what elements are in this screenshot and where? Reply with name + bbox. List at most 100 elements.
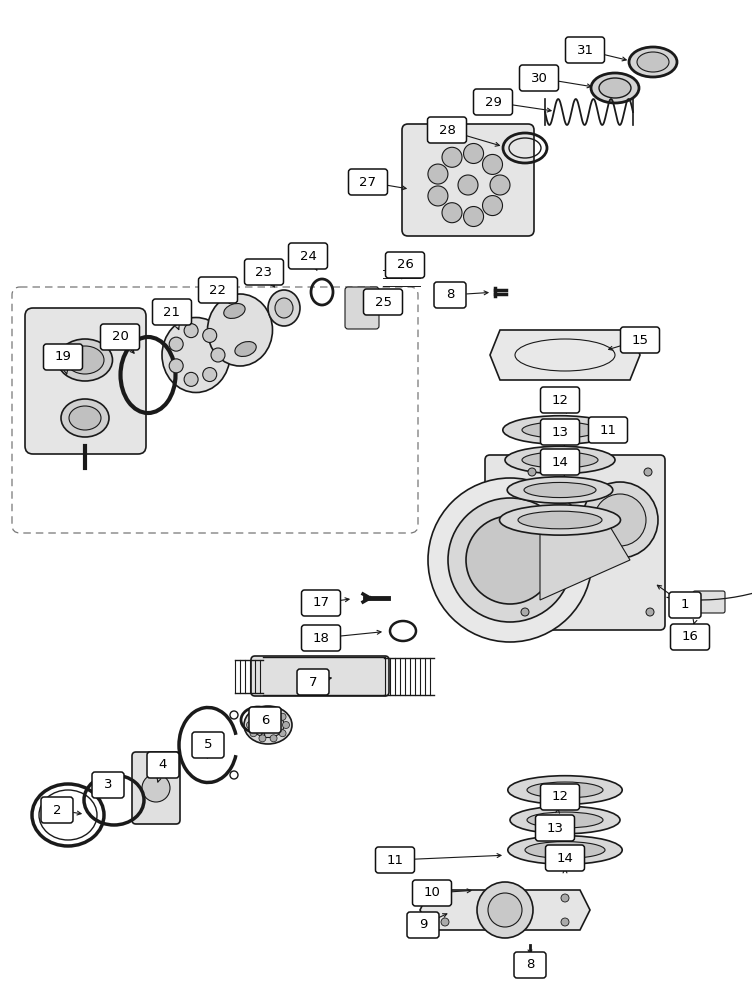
Ellipse shape (275, 298, 293, 318)
Circle shape (428, 186, 448, 206)
Text: 27: 27 (359, 176, 377, 188)
Text: 31: 31 (577, 43, 593, 56)
Circle shape (259, 708, 266, 715)
FancyBboxPatch shape (199, 277, 238, 303)
Text: 18: 18 (313, 632, 329, 645)
Circle shape (521, 608, 529, 616)
Circle shape (448, 498, 572, 622)
Circle shape (488, 893, 522, 927)
Text: 29: 29 (484, 96, 502, 108)
Ellipse shape (508, 836, 622, 864)
Circle shape (441, 894, 449, 902)
Circle shape (279, 713, 286, 720)
FancyBboxPatch shape (693, 591, 725, 613)
Polygon shape (540, 510, 630, 600)
FancyBboxPatch shape (44, 344, 83, 370)
Circle shape (561, 894, 569, 902)
FancyBboxPatch shape (132, 752, 180, 824)
Circle shape (477, 882, 533, 938)
FancyBboxPatch shape (474, 89, 513, 115)
Text: 16: 16 (681, 631, 699, 644)
FancyBboxPatch shape (41, 797, 73, 823)
Text: 12: 12 (551, 790, 569, 804)
Ellipse shape (503, 416, 617, 444)
Circle shape (259, 735, 266, 742)
Ellipse shape (69, 406, 101, 430)
FancyBboxPatch shape (545, 845, 584, 871)
FancyBboxPatch shape (541, 449, 580, 475)
Ellipse shape (522, 422, 598, 438)
Circle shape (283, 722, 290, 728)
Ellipse shape (508, 776, 622, 804)
Text: 9: 9 (419, 918, 427, 932)
FancyBboxPatch shape (302, 590, 341, 616)
Circle shape (250, 730, 257, 737)
Text: 30: 30 (531, 72, 547, 85)
Text: 8: 8 (526, 958, 534, 972)
Polygon shape (490, 330, 640, 380)
FancyBboxPatch shape (25, 308, 146, 454)
Text: 2: 2 (53, 804, 61, 816)
Circle shape (442, 147, 462, 167)
Circle shape (184, 324, 198, 338)
Text: 25: 25 (374, 296, 392, 308)
Ellipse shape (522, 452, 598, 468)
Circle shape (458, 175, 478, 195)
Text: 11: 11 (599, 424, 617, 436)
Circle shape (483, 154, 502, 174)
FancyBboxPatch shape (620, 327, 660, 353)
FancyBboxPatch shape (147, 752, 179, 778)
Circle shape (646, 608, 654, 616)
Text: 21: 21 (163, 306, 180, 318)
Circle shape (247, 722, 253, 728)
FancyBboxPatch shape (101, 324, 140, 350)
FancyBboxPatch shape (153, 299, 192, 325)
Text: 12: 12 (551, 393, 569, 406)
Circle shape (230, 711, 238, 719)
Ellipse shape (268, 290, 300, 326)
Text: 13: 13 (547, 822, 563, 834)
Circle shape (230, 771, 238, 779)
Ellipse shape (525, 842, 605, 858)
Text: 1: 1 (681, 598, 690, 611)
FancyBboxPatch shape (514, 952, 546, 978)
Circle shape (561, 918, 569, 926)
FancyBboxPatch shape (541, 784, 580, 810)
FancyBboxPatch shape (535, 815, 575, 841)
Ellipse shape (162, 318, 230, 392)
FancyBboxPatch shape (302, 625, 341, 651)
FancyBboxPatch shape (251, 656, 389, 696)
Circle shape (528, 468, 536, 476)
Text: 19: 19 (55, 351, 71, 363)
Text: 13: 13 (551, 426, 569, 438)
Ellipse shape (591, 73, 639, 103)
Text: 14: 14 (551, 456, 569, 468)
Circle shape (270, 735, 277, 742)
Ellipse shape (61, 399, 109, 437)
FancyBboxPatch shape (289, 243, 328, 269)
FancyBboxPatch shape (485, 455, 665, 630)
FancyBboxPatch shape (434, 282, 466, 308)
Text: 14: 14 (556, 852, 574, 864)
Circle shape (483, 196, 502, 216)
Circle shape (169, 337, 183, 351)
Circle shape (463, 207, 484, 227)
Circle shape (428, 164, 448, 184)
Circle shape (441, 918, 449, 926)
FancyBboxPatch shape (375, 847, 414, 873)
Ellipse shape (252, 712, 284, 738)
Ellipse shape (244, 706, 292, 744)
Text: 8: 8 (446, 288, 454, 302)
FancyBboxPatch shape (407, 912, 439, 938)
Circle shape (428, 478, 592, 642)
FancyBboxPatch shape (348, 169, 387, 195)
Circle shape (582, 482, 658, 558)
Ellipse shape (208, 294, 272, 366)
Circle shape (184, 372, 198, 386)
FancyBboxPatch shape (386, 252, 424, 278)
Ellipse shape (510, 806, 620, 834)
Circle shape (442, 203, 462, 223)
FancyBboxPatch shape (541, 419, 580, 445)
Text: 3: 3 (104, 778, 112, 792)
FancyBboxPatch shape (669, 592, 701, 618)
